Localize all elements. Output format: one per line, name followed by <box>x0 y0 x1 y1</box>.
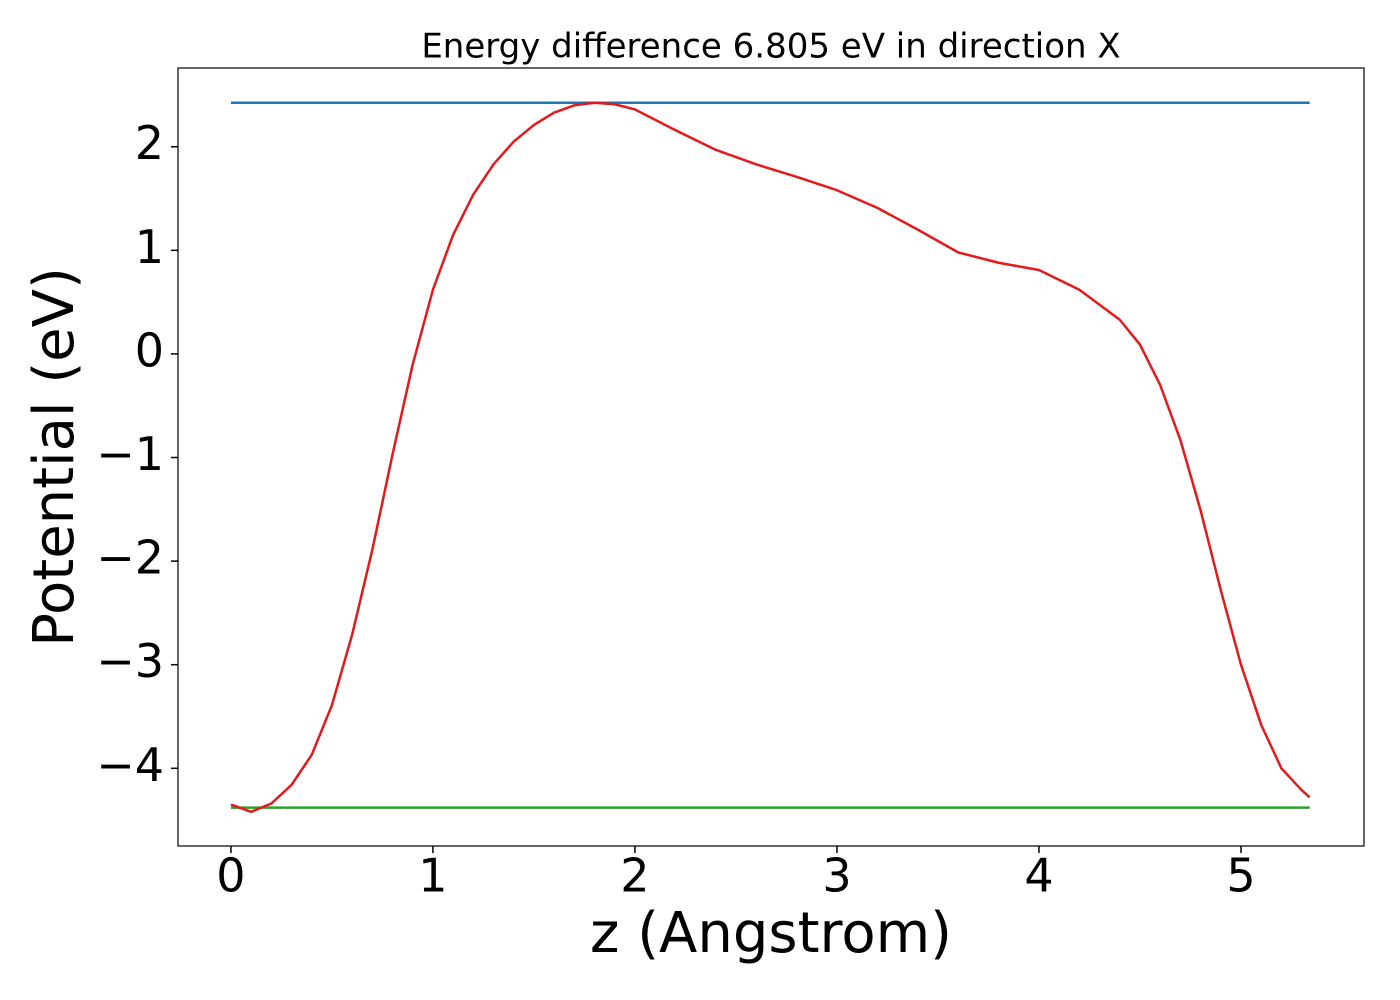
x-tick-label: 2 <box>620 849 649 903</box>
x-tick-label: 5 <box>1226 849 1255 903</box>
y-tick-label: −1 <box>96 427 164 481</box>
x-tick-label: 0 <box>216 849 245 903</box>
series-line <box>230 101 1311 814</box>
x-tick-label: 3 <box>822 849 851 903</box>
y-tick-label: 2 <box>135 116 164 170</box>
y-tick-label: 1 <box>135 220 164 274</box>
y-tick-label: 0 <box>135 323 164 377</box>
x-axis-label: z (Angstrom) <box>590 901 952 966</box>
y-tick-label: −4 <box>96 738 164 792</box>
x-tick-label: 4 <box>1024 849 1053 903</box>
plot-frame <box>177 67 1365 847</box>
y-axis-label: Potential (eV) <box>22 267 87 647</box>
x-tick-label: 1 <box>418 849 447 903</box>
y-tick-label: −2 <box>96 531 164 585</box>
chart-title: Energy difference 6.805 eV in direction … <box>421 27 1120 67</box>
y-tick-label: −3 <box>96 634 164 688</box>
